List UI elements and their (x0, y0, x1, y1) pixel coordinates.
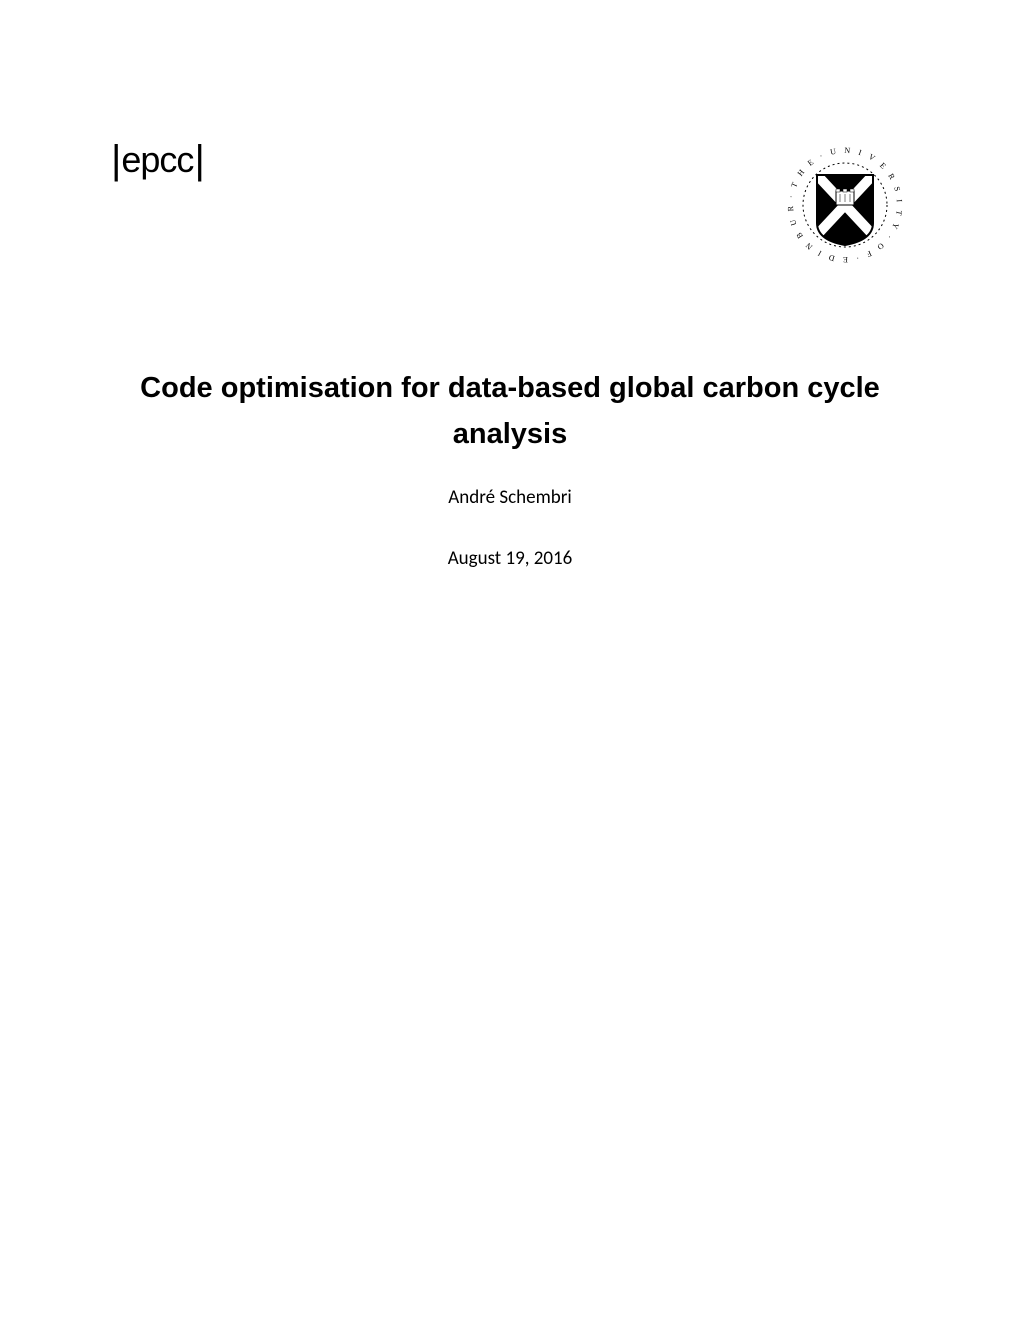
document-author: André Schembri (110, 486, 910, 509)
document-title: Code optimisation for data-based global … (110, 365, 910, 458)
epcc-right-bar: | (194, 140, 203, 180)
epcc-left-bar: | (111, 140, 120, 180)
document-page: | epcc | · T H E · U N I V E R S I T Y ·… (0, 0, 1020, 570)
epcc-logo: | epcc | (110, 140, 205, 180)
header-logos-row: | epcc | · T H E · U N I V E R S I T Y ·… (110, 140, 910, 270)
document-date: August 19, 2016 (110, 547, 910, 570)
epcc-text: epcc (121, 142, 193, 178)
university-edinburgh-logo: · T H E · U N I V E R S I T Y · O F · E … (780, 140, 910, 270)
